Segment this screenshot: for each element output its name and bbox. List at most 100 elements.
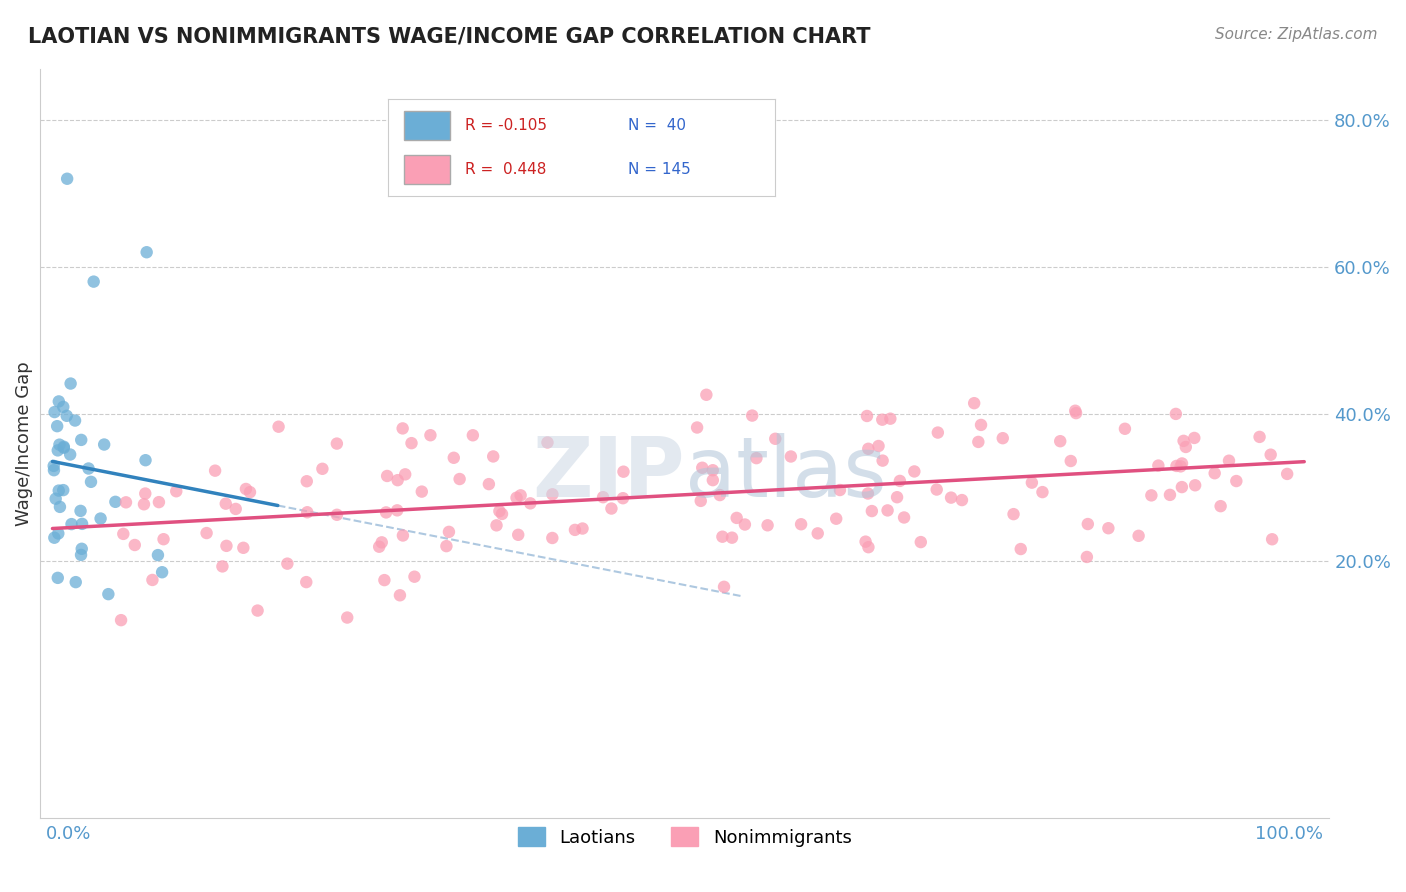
Point <box>48 483 70 498</box>
Point <box>375 469 398 483</box>
Point <box>872 412 894 426</box>
Point <box>48 394 70 409</box>
Point <box>246 603 269 617</box>
Point <box>56 171 79 186</box>
Point <box>689 494 711 508</box>
Point <box>734 517 756 532</box>
Point <box>600 501 623 516</box>
Point <box>536 435 558 450</box>
Point <box>893 510 915 524</box>
Point <box>134 486 156 500</box>
Point <box>55 409 77 423</box>
Point <box>1140 488 1163 502</box>
Point <box>411 484 433 499</box>
Point <box>326 436 349 450</box>
Point <box>1218 453 1240 467</box>
Point <box>1204 467 1226 481</box>
Point <box>336 610 359 624</box>
Point <box>295 575 318 590</box>
Point <box>485 518 508 533</box>
Point <box>963 396 986 410</box>
Point <box>59 448 82 462</box>
Point <box>1064 406 1087 420</box>
Point <box>876 503 898 517</box>
Point <box>828 483 851 497</box>
Legend: Laotians, Nonimmigrants: Laotians, Nonimmigrants <box>510 821 859 854</box>
Point <box>195 526 218 541</box>
Point <box>46 443 69 458</box>
Point <box>70 433 93 447</box>
Point <box>46 571 69 585</box>
Point <box>1209 499 1232 513</box>
Text: 100.0%: 100.0% <box>1256 825 1323 844</box>
Point <box>858 442 880 456</box>
Text: LAOTIAN VS NONIMMIGRANTS WAGE/INCOME GAP CORRELATION CHART: LAOTIAN VS NONIMMIGRANTS WAGE/INCOME GAP… <box>28 27 870 46</box>
Point <box>695 388 717 402</box>
Point <box>104 495 127 509</box>
Point <box>45 491 67 506</box>
Text: atlas: atlas <box>685 433 886 514</box>
Point <box>235 482 257 496</box>
Point <box>1159 488 1181 502</box>
Point <box>52 400 75 414</box>
Point <box>756 518 779 533</box>
Text: Source: ZipAtlas.com: Source: ZipAtlas.com <box>1215 27 1378 42</box>
Point <box>1249 430 1271 444</box>
Point <box>1171 480 1194 494</box>
Point <box>790 517 813 532</box>
Point <box>1076 549 1098 564</box>
Point <box>991 431 1014 445</box>
Point <box>83 275 105 289</box>
Point <box>311 462 333 476</box>
Point <box>295 475 318 489</box>
Point <box>1225 474 1247 488</box>
Point <box>807 526 830 541</box>
Point <box>239 485 262 500</box>
Point <box>1147 458 1170 473</box>
Point <box>709 488 731 502</box>
Point <box>419 428 441 442</box>
Point <box>326 508 349 522</box>
Point <box>65 575 87 590</box>
Point <box>1128 529 1150 543</box>
Point <box>478 477 501 491</box>
Point <box>63 413 86 427</box>
Point <box>368 540 391 554</box>
Point <box>211 559 233 574</box>
Point <box>46 526 69 541</box>
Point <box>903 465 925 479</box>
Point <box>124 538 146 552</box>
Point <box>592 490 614 504</box>
Point <box>879 411 901 425</box>
Point <box>855 534 877 549</box>
Point <box>741 409 763 423</box>
Point <box>375 505 398 519</box>
Point <box>404 570 426 584</box>
Point <box>1182 431 1205 445</box>
Point <box>1010 542 1032 557</box>
Point <box>1184 478 1206 492</box>
Point <box>141 573 163 587</box>
Point <box>93 437 115 451</box>
Point <box>461 428 484 442</box>
Point <box>1260 448 1282 462</box>
Point <box>385 503 408 517</box>
Point <box>392 528 415 542</box>
Point <box>443 450 465 465</box>
Point <box>702 473 724 487</box>
Point <box>388 588 411 602</box>
Point <box>1060 454 1083 468</box>
Point <box>910 535 932 549</box>
Point <box>90 511 112 525</box>
Point <box>939 491 962 505</box>
Point <box>1097 521 1119 535</box>
Point <box>745 451 768 466</box>
Point <box>135 245 157 260</box>
Point <box>1021 475 1043 490</box>
Point <box>686 420 709 434</box>
Point <box>204 464 226 478</box>
Point <box>1173 434 1195 448</box>
Point <box>519 496 541 510</box>
Point <box>872 453 894 467</box>
Point <box>132 497 155 511</box>
